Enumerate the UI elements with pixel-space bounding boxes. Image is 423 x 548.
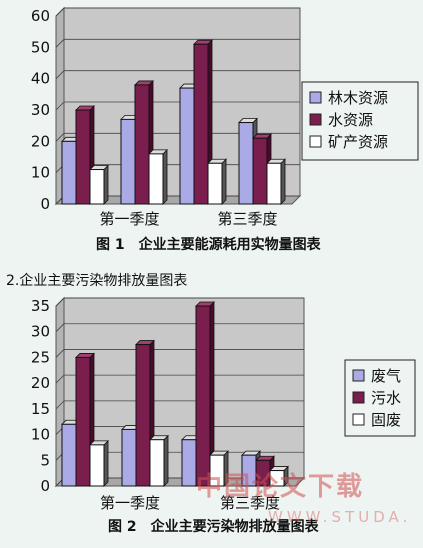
x-tick-label-1: 第一季度 [100,494,160,512]
bar-s2-c3 [193,43,209,205]
legend-label-2: 污水 [371,389,401,407]
figure-2-caption: 图 2 企业主要污染物排放量图表 [108,519,319,535]
bar-s1-c1 [61,140,77,205]
y-tick-label: 60 [31,7,50,25]
bar-side-s3-c2 [163,434,169,487]
bar-s1-c2 [120,118,136,205]
legend-label-2: 水资源 [328,111,373,129]
gridline-depth [55,400,65,410]
legend-label-1: 林木资源 [328,89,388,107]
bar-s2-c4 [252,137,268,205]
x-tick-label-1: 第一季度 [99,210,159,228]
bar-s1-c1 [61,423,77,487]
bar-s3-c1 [89,169,105,205]
y-tick-label: 0 [40,477,50,495]
bar-s3-c3 [207,162,223,205]
gridline-depth [55,133,65,142]
bar-side-s3-c4 [280,158,286,205]
y-tick-label: 35 [31,297,50,315]
bar-s1-c3 [179,87,195,205]
y-tick-label: 20 [31,374,50,392]
legend-swatch-1 [309,91,322,104]
y-tick-label: 5 [40,451,50,469]
bar-s3-c2 [149,439,165,487]
gridline-depth [55,297,65,307]
bar-s2-c2 [135,344,151,487]
y-tick-label: 30 [31,323,50,341]
bar-s2-c3 [195,305,211,487]
bar-s1-c3 [181,439,197,487]
bar-s1-c2 [121,428,137,487]
watermark-url: WWW.STUDA. [268,508,412,526]
bar-s3-c1 [89,444,105,487]
figure-1-caption: 图 1 企业主要能源耗用实物量图表 [96,237,321,253]
gridline-depth [55,323,65,332]
bar-s3-c4 [266,162,282,205]
y-tick-label: 40 [31,70,50,88]
y-tick-label: 15 [31,400,50,418]
legend-swatch-3 [309,135,322,148]
bar-s3-c3 [209,454,225,487]
y-tick-label: 50 [31,38,50,56]
legend-label-3: 固废 [371,411,401,429]
bar-s2-c1 [75,109,91,205]
legend-swatch-1 [352,369,365,382]
y-tick-label: 0 [40,195,50,213]
y-tick-label: 10 [31,164,50,182]
x-tick-label-3: 第三季度 [220,494,280,512]
gridline-depth [55,39,65,48]
bar-s2-c2 [134,84,150,205]
bar-side-s3-c1 [103,439,109,487]
legend-swatch-2 [309,113,322,126]
legend-swatch-3 [352,413,365,426]
bar-side-s3-c3 [221,158,227,205]
gridline-depth [55,101,65,111]
gridline-depth [55,349,65,358]
section-heading: 2.企业主要污染物排放量图表 [6,273,188,289]
legend-swatch-2 [352,391,365,404]
bar-side-s3-c2 [162,148,168,205]
y-tick-label: 10 [31,426,50,444]
y-tick-label: 30 [31,101,50,119]
bar-s2-c1 [75,356,91,487]
x-tick-label-3: 第三季度 [217,210,277,228]
bar-s1-c4 [238,122,254,205]
bar-s3-c2 [148,153,164,205]
y-tick-label: 25 [31,348,50,366]
gridline-depth [55,7,65,17]
bar-s3-c4 [269,470,285,487]
bar-side-s3-c1 [103,164,109,205]
legend-label-3: 矿产资源 [328,133,388,151]
y-tick-label: 20 [31,132,50,150]
gridline-depth [55,70,65,79]
watermark-text: 中国论文下载 [196,472,365,502]
gridline-depth [55,374,65,384]
legend-label-1: 废气 [371,367,401,385]
